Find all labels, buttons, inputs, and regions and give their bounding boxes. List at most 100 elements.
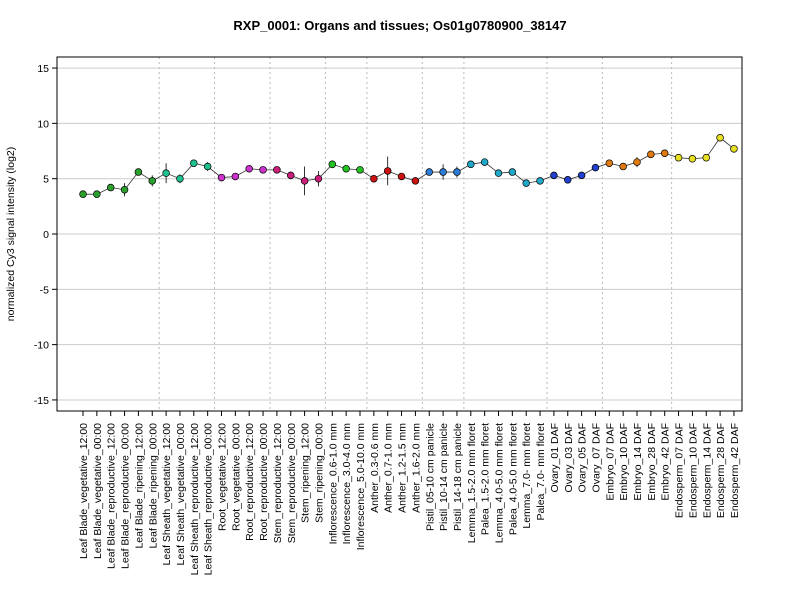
y-tick-label: 10 (37, 118, 49, 130)
data-point (716, 134, 724, 142)
x-tick-label: Root_vegetative_00:00 (230, 423, 242, 531)
x-tick-label: Endosperm_10 DAF (687, 423, 699, 518)
data-point (79, 190, 87, 198)
chart-title: RXP_0001: Organs and tissues; Os01g07809… (233, 18, 567, 33)
data-point (203, 162, 212, 171)
x-tick-label: Palea_1.5-2.0 mm floret (480, 423, 492, 535)
data-point (328, 160, 337, 169)
x-tick-label: Inflorescence_0.6-1.0 mm (327, 423, 339, 545)
x-tick-label: Endosperm_07 DAF (674, 423, 686, 518)
data-point (314, 174, 323, 183)
x-tick-label: Anther_1.2-1.5 mm (397, 423, 409, 513)
x-tick-label: Inflorescence_3.0-4.0 mm (341, 423, 353, 545)
data-point (162, 169, 170, 177)
data-point (245, 164, 253, 173)
x-tick-label: Stem_ripening_00:00 (313, 423, 325, 523)
y-axis-label: normalized Cy3 signal intensity (log2) (5, 147, 17, 322)
x-tick-label: Root_reproductive_00:00 (258, 423, 270, 541)
x-tick-label: Leaf Sheath_vegetative_12:00 (161, 423, 173, 566)
y-axis: -15 -10 -5 0 5 10 15 (34, 63, 57, 407)
data-point (702, 153, 710, 162)
data-point (480, 158, 489, 166)
data-point (411, 177, 420, 185)
x-tick-label: Lemma_7.0- mm floret (521, 423, 533, 529)
y-tick-label: -5 (40, 284, 49, 296)
y-tick-label: 0 (43, 229, 49, 241)
data-point (591, 163, 600, 172)
x-tick-label: Pistil_10-14 cm panicle (438, 423, 450, 531)
data-point (287, 171, 295, 180)
x-tick-label: Leaf Blade_reproductive_12:00 (106, 423, 118, 569)
series-line-path (83, 137, 735, 195)
data-point (439, 168, 447, 176)
data-point (674, 153, 683, 162)
grid-layer (57, 67, 742, 401)
x-tick-label: Embryo_10 DAF (618, 423, 630, 501)
x-tick-label: Ovary_07 DAF (590, 423, 602, 492)
x-tick-label: Leaf Sheath_reproductive_12:00 (189, 423, 201, 576)
x-tick-label: Anther_0.7-1.0 mm (383, 423, 395, 513)
x-tick-label: Palea_4.0-5.0 mm floret (507, 423, 519, 535)
data-point (397, 172, 406, 181)
data-point (176, 174, 184, 183)
x-tick-label: Lemma_4.0-5.0 mm floret (494, 423, 506, 543)
x-tick-label: Palea_7.0- mm floret (535, 423, 547, 521)
group-separators (158, 57, 673, 411)
data-point (273, 166, 281, 174)
x-tick-label: Pistil_05-10 cm panicle (424, 423, 436, 531)
x-tick-label: Ovary_01 DAF (549, 423, 561, 492)
x-tick-label: Embryo_42 DAF (660, 423, 672, 501)
x-tick-label: Leaf Blade_vegetative_12:00 (78, 423, 90, 559)
x-tick-label: Stem_reproductive_12:00 (272, 423, 284, 543)
data-points (79, 134, 738, 198)
data-point (134, 168, 143, 176)
data-point (536, 177, 544, 185)
x-tick-label: Endosperm_14 DAF (701, 423, 713, 518)
y-tick-label: -15 (34, 395, 49, 407)
data-point (522, 179, 530, 187)
data-point (467, 160, 475, 169)
x-tick-label: Root_vegetative_12:00 (217, 423, 229, 531)
data-point (577, 171, 586, 180)
data-point (647, 150, 655, 159)
data-point (508, 168, 517, 176)
data-point (563, 176, 572, 184)
data-point (425, 168, 434, 176)
x-tick-label: Pistil_14-18 cm panicle (452, 423, 464, 531)
data-point (633, 158, 641, 166)
x-tick-label: Stem_ripening_12:00 (300, 423, 312, 523)
x-tick-label: Root_reproductive_12:00 (244, 423, 256, 541)
x-tick-label: Stem_reproductive_00:00 (286, 423, 298, 543)
x-tick-label: Embryo_28 DAF (646, 423, 658, 501)
y-tick-label: 5 (43, 174, 49, 186)
data-point (120, 186, 129, 194)
data-point (190, 159, 198, 167)
series-line (83, 137, 735, 195)
y-tick-label: 15 (37, 63, 49, 75)
x-tick-label: Lemma_1.5-2.0 mm floret (466, 423, 478, 543)
data-point (383, 167, 392, 175)
x-tick-label: Leaf Sheath_vegetative_00:00 (175, 423, 187, 566)
x-tick-label: Endosperm_42 DAF (729, 423, 741, 518)
data-point (730, 145, 738, 153)
data-point (217, 173, 226, 182)
x-tick-label: Leaf Sheath_reproductive_00:00 (203, 423, 215, 576)
data-point (259, 166, 267, 174)
x-tick-label: Inflorescence_5.0-10.0 mm (355, 423, 367, 550)
x-axis: Leaf Blade_vegetative_12:00 Leaf Blade_ve… (78, 411, 741, 575)
data-point (605, 159, 614, 167)
error-bars (82, 135, 735, 197)
x-tick-label: Ovary_05 DAF (577, 423, 589, 492)
data-point (93, 190, 101, 198)
y-tick-label: -10 (34, 340, 49, 352)
data-point (688, 155, 697, 163)
x-tick-label: Anther_0.3-0.6 mm (369, 423, 381, 513)
data-point (453, 168, 461, 176)
data-point (300, 177, 309, 185)
data-point (370, 174, 378, 183)
data-point (619, 162, 627, 171)
data-point (148, 177, 157, 185)
data-point (356, 166, 364, 174)
x-tick-label: Leaf Blade_ripening_12:00 (133, 423, 145, 549)
